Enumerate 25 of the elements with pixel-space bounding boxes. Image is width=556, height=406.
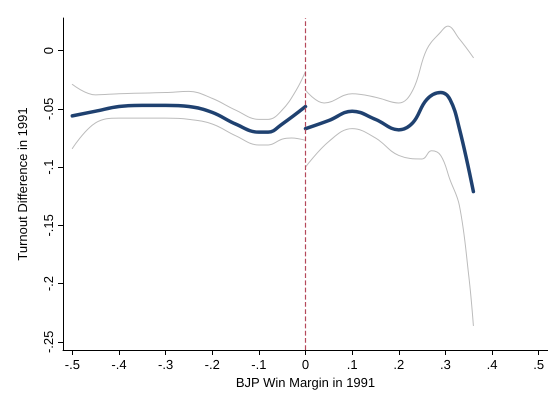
line-series [304,90,476,194]
x-tick-label: .5 [533,357,544,372]
line-series [305,128,474,326]
y-axis-title: Turnout Difference in 1991 [15,107,30,261]
x-tick-label: -.1 [251,357,266,372]
y-tick-label: 0 [41,47,56,54]
y-tick-label: -.2 [41,276,56,292]
y-tick-label: -.1 [41,160,56,175]
line-series [72,71,306,120]
x-tick-label: -.5 [64,357,80,372]
y-tick-label: -.15 [41,214,56,237]
line-series [72,118,306,149]
x-tick-label: -.4 [111,357,127,372]
x-tick-label: .4 [486,357,498,372]
x-tick-label: .3 [440,357,451,372]
line-series [70,104,308,134]
x-tick-label: .1 [346,357,358,372]
x-tick-label: 0 [302,357,310,372]
x-tick-label: .2 [393,357,404,372]
x-tick-label: -.2 [204,357,220,372]
x-axis-title: BJP Win Margin in 1991 [236,375,376,390]
y-tick-label: -.05 [41,98,56,120]
line-series [305,26,474,104]
y-tick-label: -.25 [41,330,56,354]
x-tick-label: -.3 [158,357,174,372]
